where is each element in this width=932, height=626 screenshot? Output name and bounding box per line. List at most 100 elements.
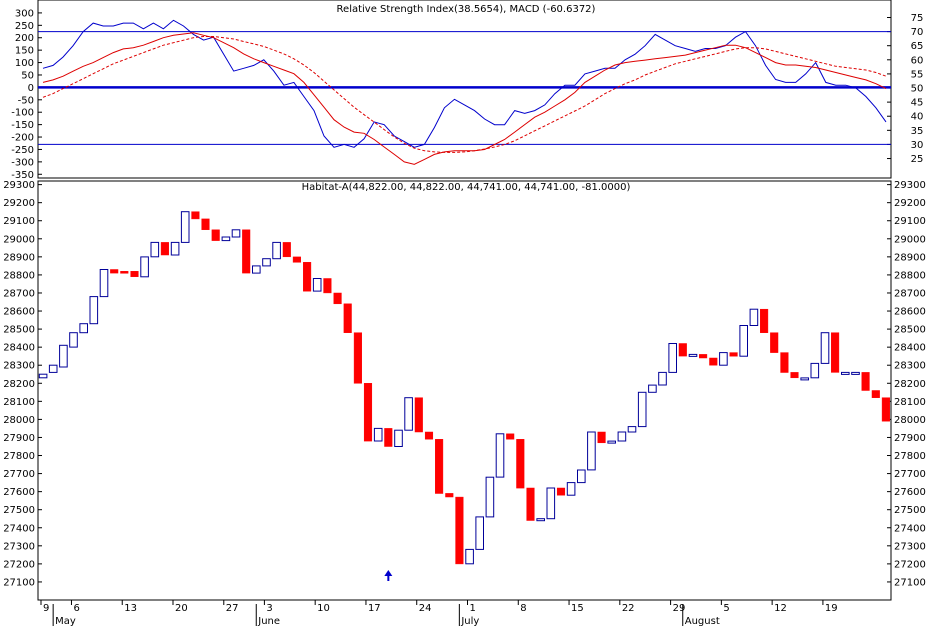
candle-down <box>191 211 200 220</box>
candle-up <box>150 241 160 258</box>
candle-up <box>373 427 383 442</box>
candle-down <box>363 383 373 442</box>
date-label: 10 <box>317 603 330 614</box>
candle-down <box>242 229 251 274</box>
candle-up <box>749 308 759 327</box>
rsi-axis-labels: 75 70 65 60 55 50 45 40 35 30 25 <box>887 13 923 165</box>
date-label: 5 <box>723 603 729 614</box>
candle-up <box>465 548 474 565</box>
price-tick-label: 28000 <box>894 415 926 426</box>
price-tick-label: 27300 <box>894 541 926 552</box>
candle-up <box>637 391 647 428</box>
rsi-tick-label: 70 <box>911 27 924 38</box>
top-frame <box>37 0 892 179</box>
price-tick-label: 28300 <box>894 361 926 372</box>
price-tick-label: 28600 <box>3 307 35 318</box>
price-tick-label: 28300 <box>3 361 35 372</box>
candle-down <box>120 271 129 274</box>
price-tick-label: 27500 <box>3 505 35 516</box>
macd-tick-label: -100 <box>11 108 34 119</box>
date-axis: 9 6 13 20 27 3 10 17 24 1 8 15 22 29 5 12 19 May June July A… <box>40 600 838 626</box>
price-tick-label: 27800 <box>3 451 35 462</box>
candle-up <box>536 518 546 522</box>
price-tick-label: 28200 <box>894 379 926 390</box>
date-label: 29 <box>673 603 686 614</box>
rsi-tick-label: 75 <box>911 13 924 24</box>
up-arrow-marker <box>384 570 393 581</box>
price-tick-label: 27300 <box>3 541 35 552</box>
rsi-macd-panel: Relative Strength Index(38.5654), MACD (… <box>11 4 923 181</box>
price-tick-label: 28900 <box>3 252 35 263</box>
price-tick-label: 28800 <box>3 270 35 281</box>
month-label: May <box>55 616 76 626</box>
price-tick-label: 29100 <box>3 216 35 227</box>
price-tick-label: 27700 <box>894 469 926 480</box>
candle-down <box>384 428 393 447</box>
price-tick-label: 27200 <box>3 559 35 570</box>
date-label: 3 <box>266 603 272 614</box>
price-tick-label: 27100 <box>894 577 926 588</box>
candle-up <box>566 482 576 496</box>
candle-down <box>790 372 799 379</box>
candle-up <box>617 431 627 442</box>
candle-up <box>810 362 820 379</box>
indicator-series-0 <box>42 19 887 148</box>
macd-tick-label: 0 <box>28 83 34 94</box>
price-tick-label: 28700 <box>3 288 35 299</box>
price-tick-label: 28400 <box>894 343 926 354</box>
price-tick-label: 28400 <box>3 343 35 354</box>
candle-down <box>881 397 890 422</box>
rsi-tick-label: 45 <box>911 98 924 109</box>
candle-down <box>831 332 840 373</box>
candle-up <box>607 440 617 444</box>
date-label: 6 <box>73 603 79 614</box>
rsi-tick-label: 55 <box>911 69 924 80</box>
price-axis-left: 29300 29200 29100 29000 28900 28800 28700 28600… <box>3 180 42 588</box>
candle-up <box>658 371 667 386</box>
candle-up <box>59 344 68 368</box>
candle-down <box>435 439 444 494</box>
candle-up <box>69 332 78 348</box>
macd-tick-label: 250 <box>15 21 34 32</box>
price-panel: Habitat-A(44,822.00, 44,822.00, 44,741.0… <box>3 180 926 588</box>
candle-down <box>455 496 464 565</box>
candle-up <box>668 343 678 373</box>
candle-up <box>231 229 241 238</box>
candle-up <box>221 236 231 242</box>
candle-down <box>709 357 718 366</box>
price-tick-label: 27600 <box>894 487 926 498</box>
rsi-tick-label: 30 <box>911 140 924 151</box>
date-label: 13 <box>124 603 137 614</box>
date-label: 8 <box>520 603 526 614</box>
candle-down <box>282 242 291 258</box>
candle-down <box>506 433 515 440</box>
indicator-series-2 <box>42 36 887 153</box>
price-tick-label: 27400 <box>3 523 35 534</box>
date-label: 9 <box>43 603 49 614</box>
candle-down <box>343 303 352 333</box>
candles <box>38 211 890 565</box>
rsi-tick-label: 25 <box>911 154 924 165</box>
price-tick-label: 29200 <box>894 198 926 209</box>
price-tick-label: 27200 <box>894 559 926 570</box>
price-tick-label: 29200 <box>3 198 35 209</box>
price-tick-label: 27900 <box>894 433 926 444</box>
price-tick-label: 29300 <box>3 180 35 191</box>
date-label: 24 <box>419 603 432 614</box>
price-tick-label: 28100 <box>894 397 926 408</box>
macd-tick-label: -250 <box>11 145 34 156</box>
candle-down <box>770 332 779 353</box>
date-label: 12 <box>774 603 787 614</box>
chart-background <box>37 0 892 601</box>
candle-up <box>627 426 637 433</box>
rsi-tick-label: 65 <box>911 41 924 52</box>
date-label: 1 <box>470 603 476 614</box>
price-title: Habitat-A(44,822.00, 44,822.00, 44,741.0… <box>302 182 631 193</box>
month-label: June <box>257 616 280 626</box>
candle-up <box>688 353 698 357</box>
price-tick-label: 28900 <box>894 252 926 263</box>
indicator-lines <box>42 19 887 165</box>
date-label: 15 <box>571 603 584 614</box>
candle-up <box>262 258 271 267</box>
